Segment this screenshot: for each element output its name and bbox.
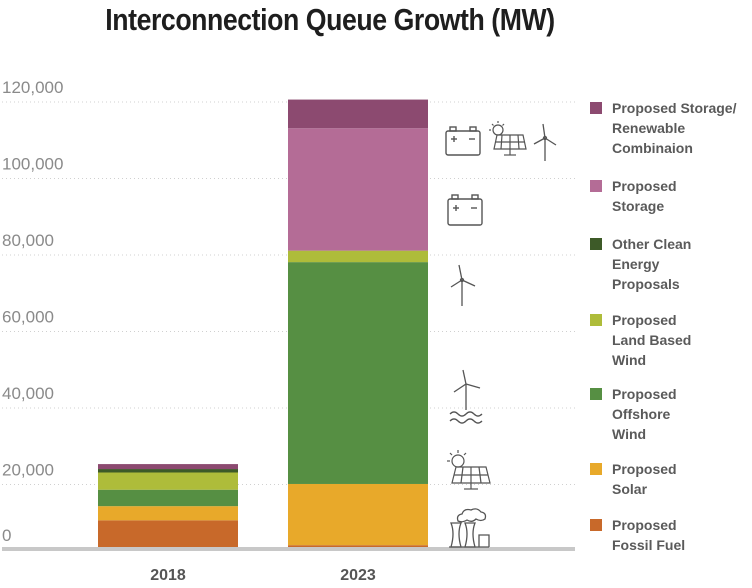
legend-label: Proposed Offshore Wind <box>612 386 677 442</box>
y-tick-label: 120,000 <box>2 78 63 97</box>
bar-segment <box>288 128 428 251</box>
legend-label: Proposed Solar <box>612 461 677 497</box>
x-tick-label: 2023 <box>340 567 376 584</box>
bar-segment <box>288 262 428 484</box>
legend-swatch <box>590 314 602 326</box>
legend-label: Proposed Storage/Renewable Combinaion <box>612 100 737 156</box>
y-tick-label: 100,000 <box>2 155 63 174</box>
battery-icon <box>447 194 483 226</box>
offshore-wind-turbine-icon <box>449 369 483 424</box>
legend-label: Proposed Land Based Wind <box>612 312 692 368</box>
y-tick-label: 80,000 <box>2 231 54 250</box>
y-tick-label: 60,000 <box>2 308 54 327</box>
bar-segment <box>288 250 428 263</box>
legend-swatch <box>590 519 602 531</box>
bar-segment <box>288 99 428 129</box>
solar-panel-icon <box>489 121 527 156</box>
bars <box>98 99 428 549</box>
legend-label: Other Clean Energy Proposals <box>612 236 692 292</box>
bar-segment <box>98 472 238 490</box>
legend-label: Proposed Storage <box>612 178 677 214</box>
legend-swatch <box>590 463 602 475</box>
bar-segment <box>288 483 428 546</box>
wind-turbine-icon <box>450 264 476 306</box>
bar-segment <box>98 469 238 473</box>
legend-swatch <box>590 180 602 192</box>
y-axis-ticks: 0 20,000 40,000 60,000 80,000 100,000 120,000 <box>2 78 63 545</box>
y-tick-label: 20,000 <box>2 461 54 480</box>
bar-segment <box>98 506 238 521</box>
y-tick-label: 0 <box>2 526 11 545</box>
bar-segment <box>98 520 238 549</box>
x-tick-label: 2018 <box>150 567 186 584</box>
bar-segment <box>98 489 238 507</box>
y-tick-label: 40,000 <box>2 384 54 403</box>
legend-swatch <box>590 388 602 400</box>
fossil-fuel-plant-icon <box>449 508 490 548</box>
wind-turbine-icon <box>533 123 557 161</box>
legend-swatch <box>590 238 602 250</box>
legend-swatch <box>590 102 602 114</box>
solar-panel-icon <box>447 450 491 490</box>
bar-segment <box>98 464 238 470</box>
battery-icon <box>445 126 481 156</box>
x-axis-ticks: 2018 2023 <box>150 567 376 584</box>
legend-label: Proposed Fossil Fuel <box>612 517 686 553</box>
chart-title: Interconnection Queue Growth (MW) <box>105 2 555 37</box>
